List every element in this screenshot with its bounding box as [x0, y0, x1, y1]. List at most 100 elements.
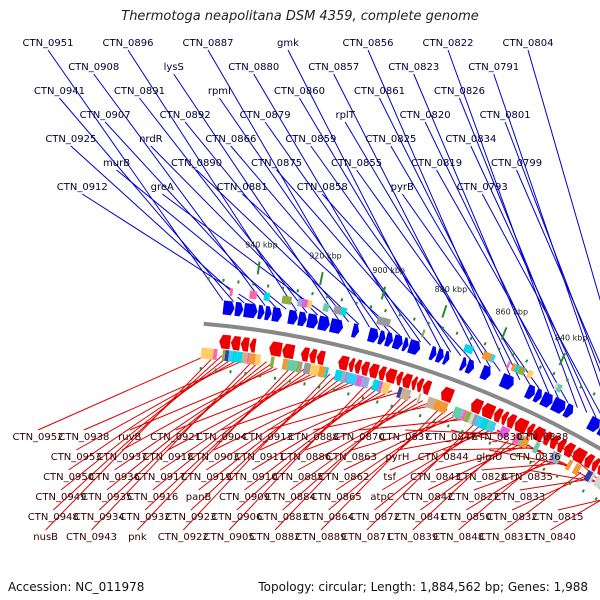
- feature-block: [269, 356, 276, 368]
- feature-block: [371, 379, 381, 392]
- position-label: 920 kbp: [309, 251, 342, 260]
- gene-label: CTN_0943: [66, 532, 117, 543]
- leader-line: [401, 193, 540, 389]
- gene-label: CTN_0887: [182, 38, 233, 49]
- position-label: 900 kbp: [372, 266, 405, 275]
- forward-gene-arrow: [367, 327, 379, 343]
- reverse-gene-arrow: [411, 376, 419, 391]
- leader-line: [481, 462, 565, 471]
- leader-line: [160, 369, 312, 471]
- position-label: 840 kbp: [555, 334, 588, 343]
- gene-label: CTN_0904: [196, 432, 247, 443]
- gene-label: CTN_0913: [242, 432, 293, 443]
- gene-label: CTN_0870: [334, 432, 385, 443]
- feature-block: [380, 381, 391, 395]
- leader-line: [253, 73, 411, 340]
- gene-labels: CTN_0951 CTN_0941 CTN_0925 CTN_0912 CTN_0908…: [12, 38, 583, 543]
- leader-line: [481, 193, 600, 414]
- leader-line: [351, 415, 466, 451]
- feature-block: [248, 353, 257, 365]
- gene-label: CTN_0949: [35, 492, 86, 503]
- leader-line: [321, 193, 472, 360]
- feature-block: [458, 408, 465, 421]
- gene-label: CTN_0859: [285, 134, 336, 145]
- feature-block: [460, 409, 468, 422]
- reverse-gene-arrow: [230, 335, 242, 351]
- reverse-gene-arrow: [240, 337, 250, 352]
- forward-gene-arrow: [596, 427, 600, 436]
- position-tick: [319, 271, 324, 286]
- forward-gene-arrow: [532, 388, 542, 403]
- feature-block: [513, 364, 520, 373]
- gene-label: CTN_0892: [160, 110, 211, 121]
- feature-block: [302, 362, 312, 375]
- reverse-gene-arrow: [591, 458, 600, 472]
- feature-tracks: [200, 288, 600, 490]
- gene-label: CTN_0847: [425, 432, 476, 443]
- reverse-gene-arrow: [526, 423, 536, 438]
- gene-label: CTN_0865: [311, 492, 362, 503]
- forward-gene-arrow: [539, 391, 553, 408]
- gene-label: CTN_0838: [517, 432, 568, 443]
- gene-label: CTN_0848: [433, 532, 484, 543]
- feature-block: [376, 315, 384, 326]
- feature-block: [425, 396, 437, 410]
- leader-line: [114, 362, 274, 471]
- leader-line: [527, 49, 600, 302]
- gene-label: CTN_0889: [295, 532, 346, 543]
- feature-block: [471, 414, 479, 426]
- gene-label: tsf: [383, 472, 396, 483]
- gene-label: CTN_0910: [227, 472, 278, 483]
- gene-label: CTN_0840: [525, 532, 576, 543]
- forward-gene-arrow: [297, 311, 307, 327]
- gene-label: CTN_0862: [318, 472, 369, 483]
- leader-line: [150, 145, 318, 316]
- gene-label: rplT: [335, 110, 355, 121]
- feature-block: [286, 359, 292, 371]
- leader-line: [465, 456, 554, 511]
- feature-block: [229, 288, 234, 297]
- reverse-gene-arrow: [532, 426, 547, 443]
- leader-line: [333, 73, 482, 364]
- feature-block: [345, 372, 355, 385]
- leader-line: [83, 358, 248, 431]
- leader-line: [335, 411, 454, 491]
- leader-line: [98, 360, 261, 511]
- reverse-gene-arrow: [441, 386, 455, 404]
- gene-label: CTN_0827: [448, 492, 499, 503]
- leader-line: [47, 49, 224, 301]
- reverse-gene-arrow: [354, 359, 363, 374]
- feature-block: [510, 362, 518, 372]
- reverse-gene-arrow: [316, 350, 326, 366]
- leader-line: [282, 396, 411, 511]
- leader-line: [420, 439, 519, 511]
- leader-line: [45, 354, 216, 531]
- gene-label: CTN_0923: [165, 512, 216, 523]
- gene-label: CTN_0890: [171, 158, 222, 169]
- feature-block: [212, 348, 218, 361]
- gene-label: CTN_0822: [422, 38, 473, 49]
- forward-gene-arrow: [434, 348, 444, 363]
- gene-label: CTN_0932: [120, 512, 171, 523]
- reverse-gene-arrow: [300, 347, 310, 362]
- gene-label: CTN_0856: [342, 38, 393, 49]
- forward-gene-arrow: [562, 403, 574, 418]
- reverse-gene-arrow: [249, 338, 257, 353]
- leader-line: [37, 353, 210, 431]
- genome-summary-text: Topology: circular; Length: 1,884,562 bp…: [258, 580, 588, 594]
- leader-line: [405, 429, 507, 435]
- feature-block: [301, 298, 309, 308]
- reverse-gene-arrow: [514, 417, 530, 435]
- reverse-gene-arrow: [482, 402, 497, 420]
- feature-block: [273, 356, 284, 370]
- gene-label: CTN_0948: [28, 512, 79, 523]
- feature-block: [227, 350, 233, 362]
- gene-label: CTN_0837: [380, 432, 431, 443]
- reverse-gene-arrow: [543, 431, 554, 446]
- reverse-gene-arrow: [385, 368, 398, 384]
- feature-block: [232, 288, 240, 298]
- feature-block: [297, 298, 303, 307]
- gene-label: CTN_0857: [308, 62, 359, 73]
- feature-block: [416, 393, 422, 405]
- feature-block: [505, 429, 517, 443]
